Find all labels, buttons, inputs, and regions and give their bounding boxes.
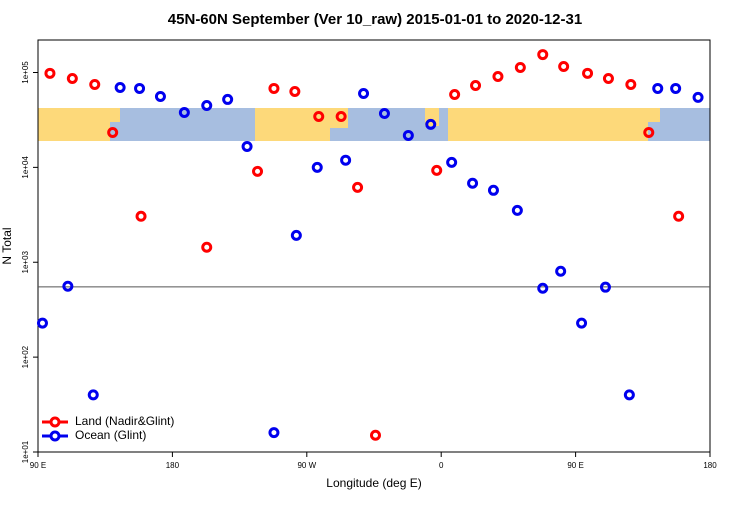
point <box>576 317 588 329</box>
point <box>290 229 302 241</box>
point <box>313 110 325 122</box>
point <box>492 70 504 82</box>
point <box>514 61 526 73</box>
chart-title: 45N-60N September (Ver 10_raw) 2015-01-0… <box>168 11 582 28</box>
point <box>537 282 549 294</box>
point <box>558 61 570 73</box>
x-tick-label: 180 <box>703 461 717 470</box>
point <box>623 389 635 401</box>
point <box>311 161 323 173</box>
legend-label: Land (Nadir&Glint) <box>75 414 174 428</box>
point <box>537 49 549 61</box>
x-tick-label: 180 <box>166 461 180 470</box>
point <box>625 78 637 90</box>
point <box>114 81 126 93</box>
x-tick-label: 90 E <box>30 461 46 470</box>
point <box>241 140 253 152</box>
point <box>402 129 414 141</box>
point <box>107 127 119 139</box>
y-axis-label: N Total <box>0 227 14 264</box>
point <box>467 177 479 189</box>
point <box>673 210 685 222</box>
point <box>431 164 443 176</box>
point <box>692 91 704 103</box>
point <box>446 156 458 168</box>
point <box>643 127 655 139</box>
point <box>358 87 370 99</box>
point <box>62 280 74 292</box>
point <box>135 210 147 222</box>
map-strip <box>38 108 710 141</box>
point <box>670 82 682 94</box>
point <box>511 204 523 216</box>
point <box>89 78 101 90</box>
y-tick-label: 1e+05 <box>21 61 30 84</box>
point <box>87 389 99 401</box>
x-tick-label: 90 W <box>297 461 316 470</box>
point <box>352 181 364 193</box>
y-tick-label: 1e+04 <box>21 156 30 179</box>
point <box>252 165 264 177</box>
point <box>134 82 146 94</box>
point <box>154 90 166 102</box>
point <box>555 265 567 277</box>
point <box>178 106 190 118</box>
legend-marker <box>49 430 61 442</box>
point <box>369 429 381 441</box>
point <box>487 184 499 196</box>
y-tick-label: 1e+02 <box>21 345 30 368</box>
x-tick-label: 0 <box>439 461 444 470</box>
legend-label: Ocean (Glint) <box>75 428 146 442</box>
point <box>652 82 664 94</box>
x-tick-label: 90 E <box>567 461 583 470</box>
point <box>425 118 437 130</box>
point <box>378 107 390 119</box>
point <box>602 72 614 84</box>
point <box>222 93 234 105</box>
legend-marker <box>49 416 61 428</box>
point <box>201 99 213 111</box>
y-tick-label: 1e+03 <box>21 250 30 273</box>
point <box>582 67 594 79</box>
point <box>289 86 301 98</box>
x-axis-label: Longitude (deg E) <box>326 476 421 490</box>
point <box>268 427 280 439</box>
point <box>470 79 482 91</box>
y-tick-label: 1e+01 <box>21 440 30 463</box>
point <box>44 67 56 79</box>
point <box>268 82 280 94</box>
point <box>449 89 461 101</box>
point <box>335 110 347 122</box>
plot-frame <box>37 39 711 453</box>
point <box>340 154 352 166</box>
point <box>201 241 213 253</box>
point <box>36 317 48 329</box>
point <box>66 72 78 84</box>
point <box>599 281 611 293</box>
